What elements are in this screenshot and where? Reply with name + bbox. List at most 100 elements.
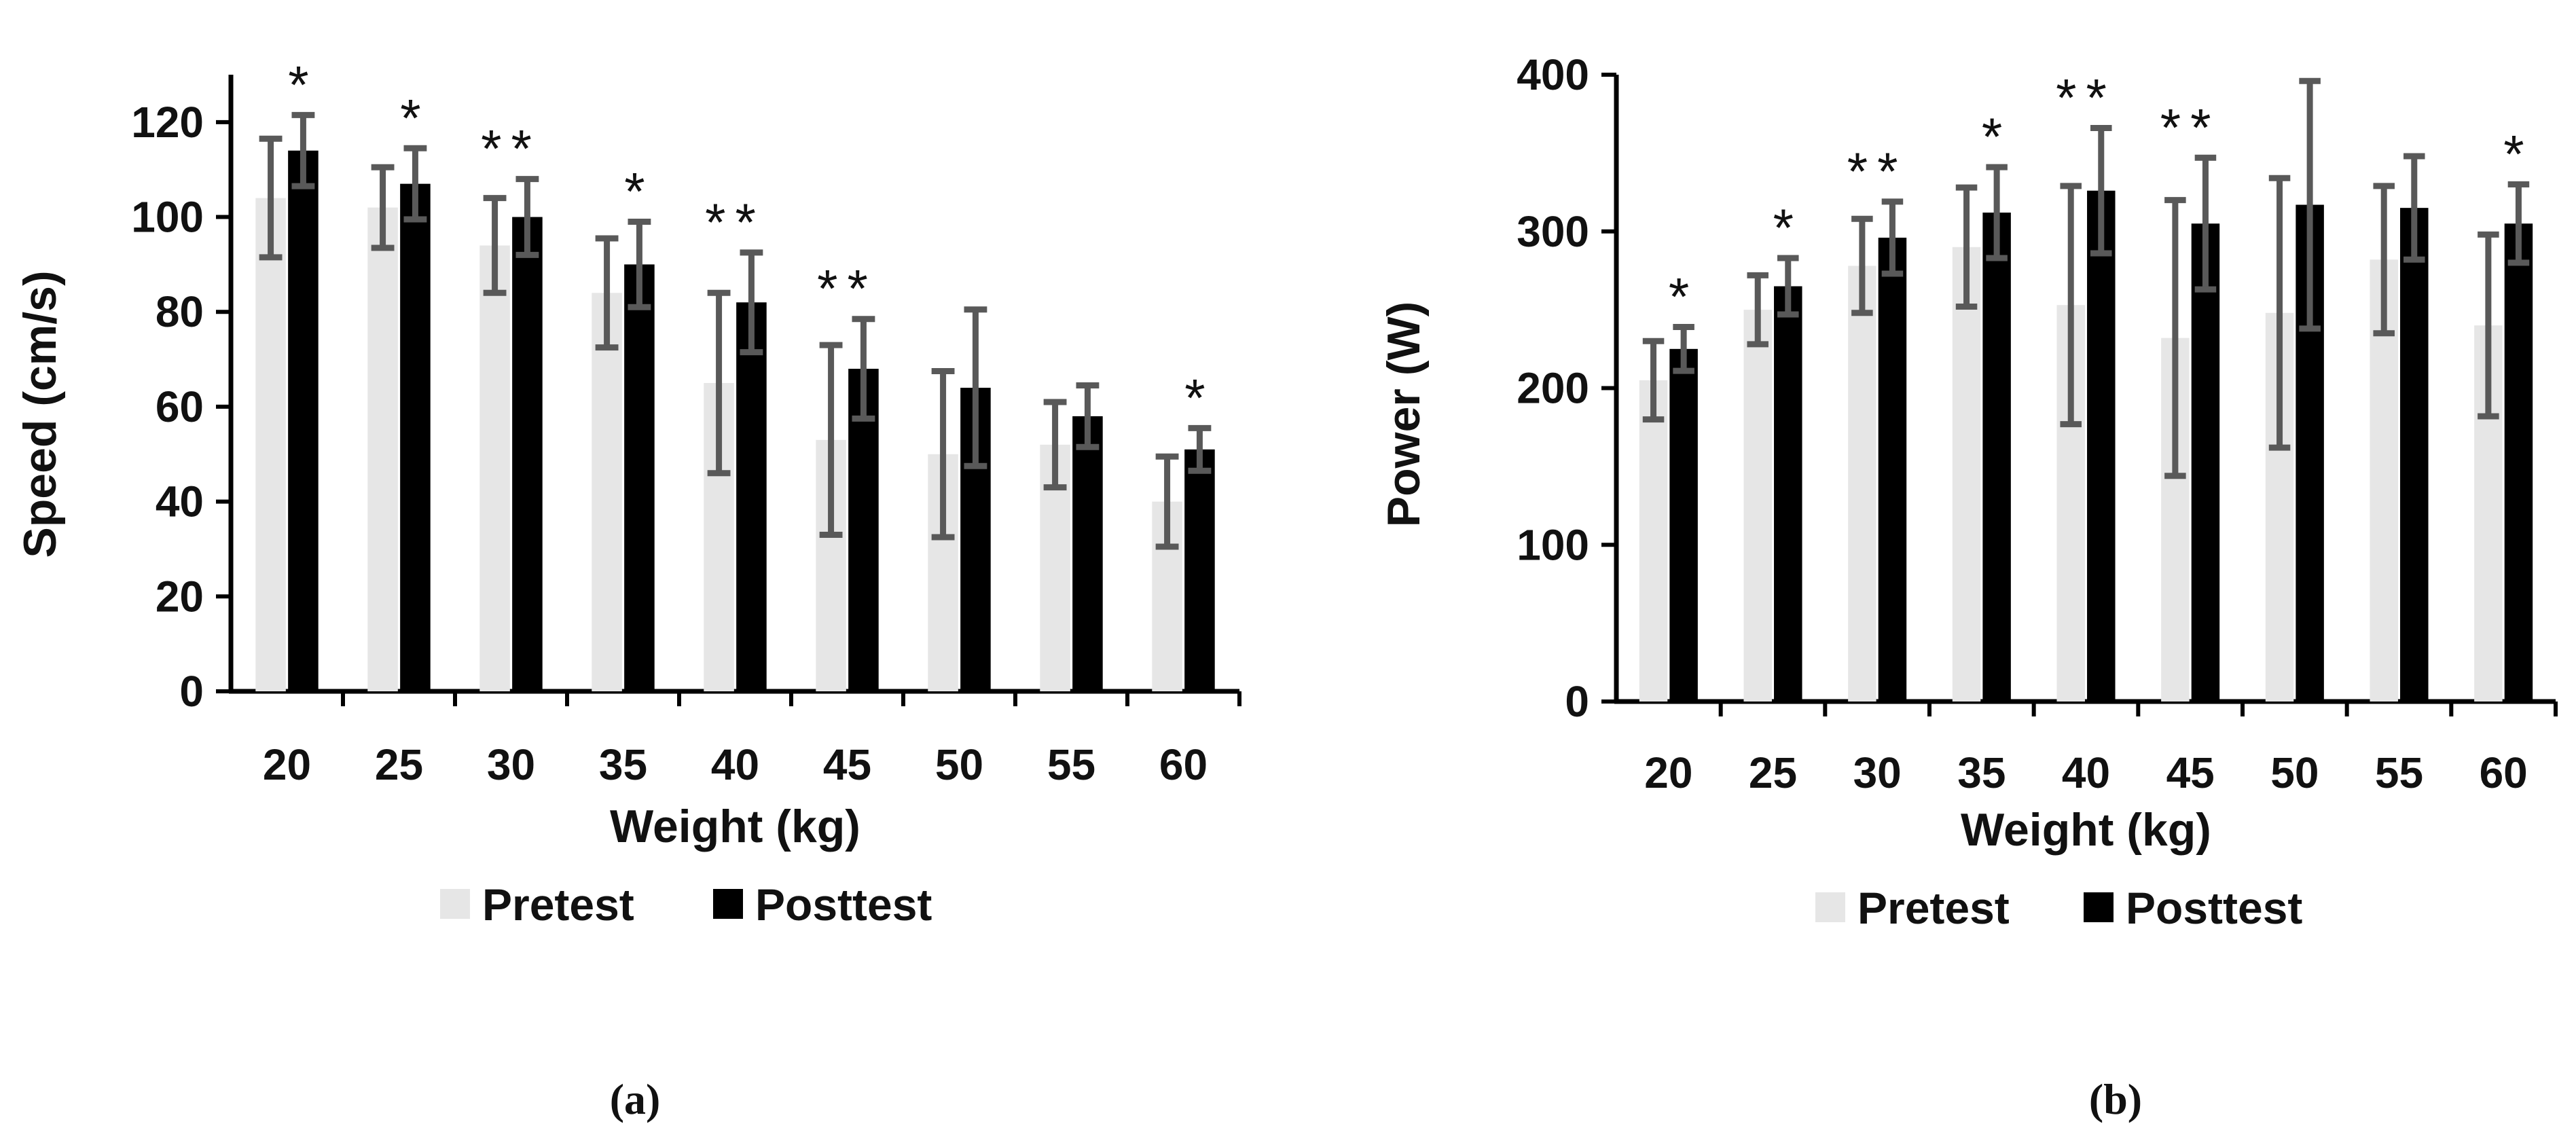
x-tick-label: 25 bbox=[1749, 748, 1797, 797]
chart-b-power: 0 100 200 300 400 20 * 25 * 30 ** 35 * 40 ** 45 ** 50 55 60… bbox=[1378, 50, 2558, 1123]
posttest-bar bbox=[2191, 223, 2220, 702]
y-axis-label: Speed (cm/s) bbox=[14, 270, 66, 558]
significance-marker: ** bbox=[817, 259, 877, 318]
x-axis-label: Weight (kg) bbox=[1961, 804, 2211, 856]
posttest-bar bbox=[2400, 208, 2429, 702]
x-tick-label: 40 bbox=[711, 740, 759, 789]
y-tick-label: 400 bbox=[1517, 50, 1589, 99]
posttest-bar bbox=[1774, 286, 1802, 702]
pretest-bar bbox=[479, 245, 510, 691]
posttest-error-bar bbox=[2507, 181, 2530, 266]
x-tick-label: 35 bbox=[1957, 748, 2006, 797]
posttest-error-bar bbox=[2090, 124, 2112, 257]
pretest-error-bar bbox=[1155, 453, 1179, 550]
significance-marker: ** bbox=[481, 119, 541, 179]
panel-label: (b) bbox=[2089, 1075, 2142, 1123]
y-tick-label: 0 bbox=[1565, 677, 1589, 726]
significance-marker: * bbox=[1773, 198, 1803, 257]
posttest-error-bar bbox=[964, 306, 987, 469]
legend-swatch-pretest bbox=[440, 889, 470, 919]
x-tick-label: 50 bbox=[2270, 748, 2319, 797]
significance-marker: * bbox=[1669, 267, 1699, 327]
significance-marker: * bbox=[2503, 124, 2533, 184]
posttest-bar bbox=[288, 150, 319, 691]
posttest-error-bar bbox=[2299, 77, 2321, 332]
significance-marker: * bbox=[288, 54, 318, 114]
legend-swatch-pretest bbox=[1815, 892, 1845, 922]
posttest-error-bar bbox=[1986, 164, 2008, 261]
x-tick-label: 50 bbox=[935, 740, 983, 789]
pretest-error-bar bbox=[2373, 183, 2395, 337]
legend-swatch-posttest bbox=[2084, 892, 2114, 922]
pretest-bar bbox=[1848, 266, 1876, 702]
pretest-bar bbox=[255, 198, 286, 692]
posttest-error-bar bbox=[1777, 255, 1799, 318]
pretest-error-bar bbox=[2478, 231, 2499, 420]
pretest-error-bar bbox=[931, 368, 955, 541]
pretest-error-bar bbox=[371, 164, 395, 251]
pretest-bar bbox=[367, 207, 398, 692]
significance-marker: * bbox=[624, 162, 654, 221]
y-tick-label: 300 bbox=[1517, 207, 1589, 256]
pretest-bar bbox=[1952, 247, 1981, 702]
legend-swatch-posttest bbox=[713, 889, 743, 919]
significance-marker: ** bbox=[2160, 97, 2221, 157]
posttest-error-bar bbox=[1188, 424, 1212, 474]
legend-label-pretest: Pretest bbox=[1857, 883, 2010, 933]
posttest-bar bbox=[848, 369, 879, 691]
legend: Pretest Posttest bbox=[1815, 883, 2302, 933]
pretest-error-bar bbox=[2164, 197, 2186, 479]
y-tick-label: 0 bbox=[179, 667, 204, 716]
posttest-error-bar bbox=[515, 176, 539, 258]
significance-marker: ** bbox=[2056, 67, 2116, 127]
posttest-bar bbox=[400, 183, 431, 692]
pretest-error-bar bbox=[1955, 184, 1978, 310]
pretest-error-bar bbox=[1851, 215, 1873, 316]
y-tick-label: 60 bbox=[156, 382, 204, 431]
posttest-error-bar bbox=[1076, 382, 1100, 450]
chart-a-speed: 0 20 40 60 80 100 120 20 * 25 * 30 ** 35 * 40 ** 45 ** 50 55… bbox=[14, 54, 1241, 1123]
significance-marker: ** bbox=[1847, 141, 1908, 201]
y-tick-label: 20 bbox=[156, 572, 204, 621]
pretest-error-bar bbox=[1642, 338, 1665, 423]
x-tick-label: 45 bbox=[823, 740, 871, 789]
y-tick-label: 100 bbox=[1517, 520, 1589, 569]
posttest-error-bar bbox=[628, 219, 651, 310]
significance-marker: * bbox=[1184, 367, 1214, 427]
posttest-bar bbox=[2504, 223, 2533, 702]
x-tick-label: 30 bbox=[1853, 748, 1902, 797]
pretest-error-bar bbox=[707, 289, 731, 477]
posttest-bar bbox=[624, 264, 655, 691]
posttest-bar bbox=[1982, 213, 2011, 702]
posttest-bar bbox=[1878, 237, 1907, 702]
y-axis-label: Power (W) bbox=[1378, 302, 1430, 527]
posttest-bar bbox=[1184, 449, 1215, 691]
posttest-error-bar bbox=[1881, 198, 1904, 277]
x-tick-label: 30 bbox=[487, 740, 535, 789]
pretest-error-bar bbox=[2268, 175, 2291, 451]
pretest-bar bbox=[592, 293, 622, 691]
significance-marker: ** bbox=[705, 192, 765, 252]
x-tick-label: 20 bbox=[263, 740, 311, 789]
x-tick-label: 55 bbox=[2375, 748, 2423, 797]
posttest-error-bar bbox=[852, 316, 875, 422]
posttest-error-bar bbox=[740, 249, 763, 356]
significance-marker: * bbox=[400, 88, 430, 147]
posttest-bar bbox=[1072, 416, 1103, 691]
pretest-bar bbox=[1743, 310, 1772, 702]
y-tick-label: 100 bbox=[131, 193, 204, 242]
x-tick-label: 55 bbox=[1047, 740, 1095, 789]
pretest-error-bar bbox=[2060, 183, 2082, 428]
x-tick-label: 45 bbox=[2166, 748, 2215, 797]
pretest-error-bar bbox=[819, 342, 843, 539]
x-tick-label: 20 bbox=[1644, 748, 1692, 797]
legend-label-posttest: Posttest bbox=[755, 879, 932, 930]
x-tick-label: 35 bbox=[599, 740, 647, 789]
legend-label-posttest: Posttest bbox=[2126, 883, 2302, 933]
posttest-bar bbox=[512, 217, 543, 691]
posttest-bar bbox=[736, 302, 767, 691]
pretest-error-bar bbox=[483, 195, 507, 296]
panel-label: (a) bbox=[610, 1075, 661, 1123]
pretest-error-bar bbox=[595, 235, 619, 351]
